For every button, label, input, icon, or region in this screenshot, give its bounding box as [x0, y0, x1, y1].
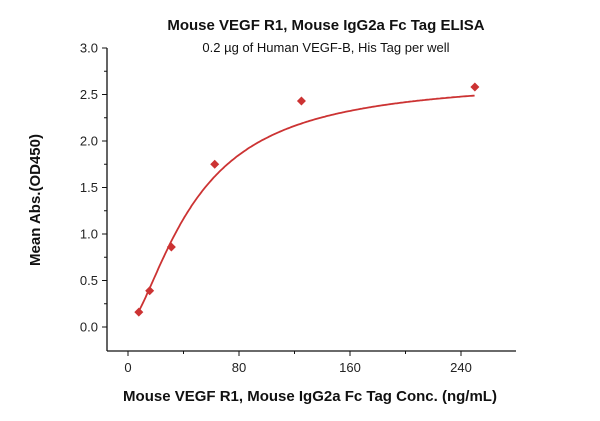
y-tick-label: 1.0	[80, 227, 98, 242]
y-axis-label: Mean Abs.(OD450)	[27, 134, 44, 266]
y-tick-label: 0.5	[80, 273, 98, 288]
data-point	[296, 96, 306, 106]
y-tick-label: 2.5	[80, 87, 98, 102]
data-point	[470, 82, 480, 92]
y-tick-label: 2.0	[80, 134, 98, 149]
y-tick-label: 3.0	[80, 41, 98, 56]
fit-curve	[138, 94, 475, 312]
x-axis-label: Mouse VEGF R1, Mouse IgG2a Fc Tag Conc. …	[123, 388, 497, 405]
x-tick-label: 240	[450, 360, 472, 375]
x-tick-label: 0	[124, 360, 131, 375]
x-tick-label: 160	[339, 360, 361, 375]
data-point	[134, 307, 144, 317]
chart-subtitle: 0.2 µg of Human VEGF-B, His Tag per well	[202, 40, 449, 55]
data-point	[166, 242, 176, 252]
x-tick-label: 80	[232, 360, 246, 375]
data-point	[145, 286, 155, 296]
data-point	[210, 159, 220, 169]
y-tick-label: 0.0	[80, 320, 98, 335]
chart-title: Mouse VEGF R1, Mouse IgG2a Fc Tag ELISA	[167, 17, 484, 34]
y-tick-label: 1.5	[80, 180, 98, 195]
